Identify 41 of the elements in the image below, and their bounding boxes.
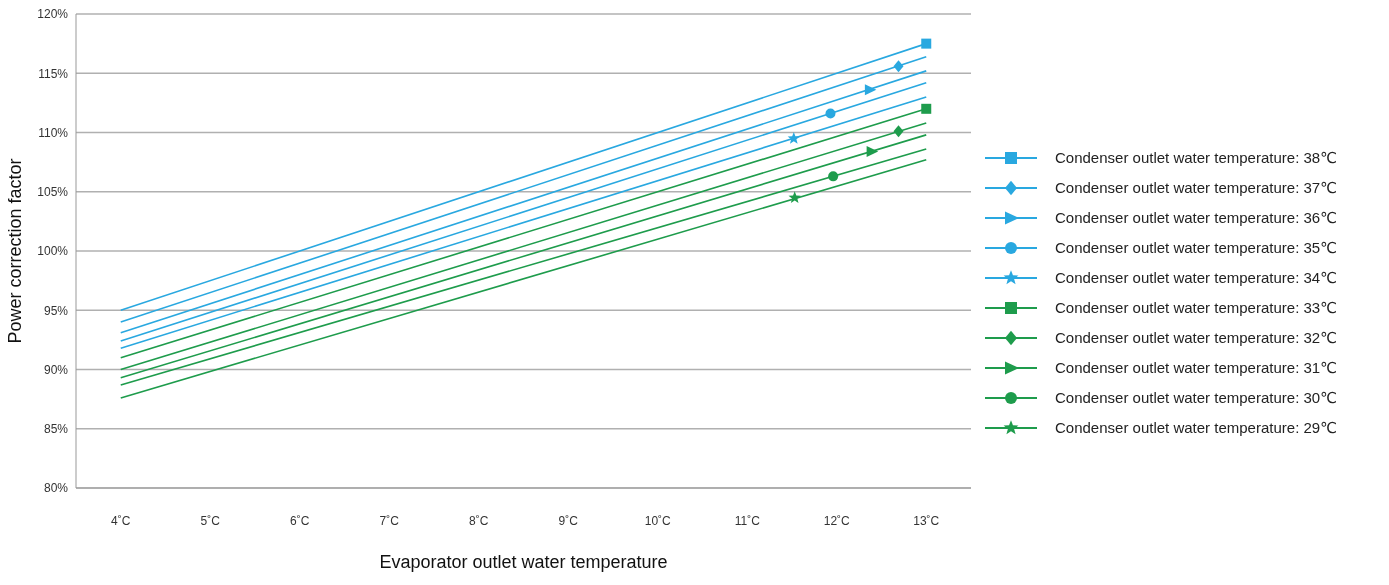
x-tick-label: 13˚C bbox=[913, 513, 940, 528]
y-tick-label: 105% bbox=[37, 185, 69, 200]
point bbox=[864, 84, 877, 96]
x-tick-label: 12˚C bbox=[823, 513, 851, 528]
legend-label: Condenser outlet water temperature: 33℃ bbox=[1055, 299, 1337, 317]
x-tick-label: 11˚C bbox=[734, 513, 761, 528]
point bbox=[893, 60, 904, 73]
x-tick-label: 10˚C bbox=[644, 513, 672, 528]
y-tick-label: 120% bbox=[37, 7, 69, 22]
point bbox=[828, 171, 839, 182]
y-tick-label: 90% bbox=[43, 362, 69, 377]
legend-label: Condenser outlet water temperature: 32℃ bbox=[1055, 329, 1337, 347]
legend-label: Condenser outlet water temperature: 37℃ bbox=[1055, 179, 1337, 197]
x-tick-label: 9˚C bbox=[558, 513, 579, 528]
x-tick-label: 6˚C bbox=[290, 513, 310, 528]
point bbox=[921, 103, 932, 114]
y-tick-label: 100% bbox=[37, 244, 69, 259]
point bbox=[893, 125, 904, 138]
y-axis-title: Power correction factor bbox=[5, 158, 26, 344]
x-tick-label: 8˚C bbox=[469, 513, 489, 528]
x-tick-label: 7˚C bbox=[379, 513, 400, 528]
y-tick-label: 110% bbox=[38, 125, 69, 140]
x-tick-label: 4˚C bbox=[111, 513, 131, 528]
legend-label: Condenser outlet water temperature: 38℃ bbox=[1055, 149, 1337, 167]
y-tick-label: 115% bbox=[38, 66, 69, 81]
point bbox=[825, 108, 836, 119]
legend-label: Condenser outlet water temperature: 34℃ bbox=[1055, 269, 1337, 287]
point bbox=[866, 145, 879, 157]
legend-label: Condenser outlet water temperature: 31℃ bbox=[1055, 359, 1337, 377]
point bbox=[788, 191, 801, 203]
x-tick-label: 5˚C bbox=[200, 513, 221, 528]
y-tick-label: 95% bbox=[43, 303, 69, 318]
y-tick-label: 85% bbox=[43, 422, 69, 437]
y-tick-label: 80% bbox=[43, 481, 69, 496]
point bbox=[787, 131, 800, 144]
legend-label: Condenser outlet water temperature: 30℃ bbox=[1055, 389, 1337, 407]
legend-label: Condenser outlet water temperature: 29℃ bbox=[1055, 419, 1337, 437]
legend-label: Condenser outlet water temperature: 35℃ bbox=[1055, 239, 1337, 257]
point bbox=[921, 38, 932, 49]
legend-label: Condenser outlet water temperature: 36℃ bbox=[1055, 209, 1337, 227]
x-axis-title: Evaporator outlet water temperature bbox=[379, 552, 668, 572]
